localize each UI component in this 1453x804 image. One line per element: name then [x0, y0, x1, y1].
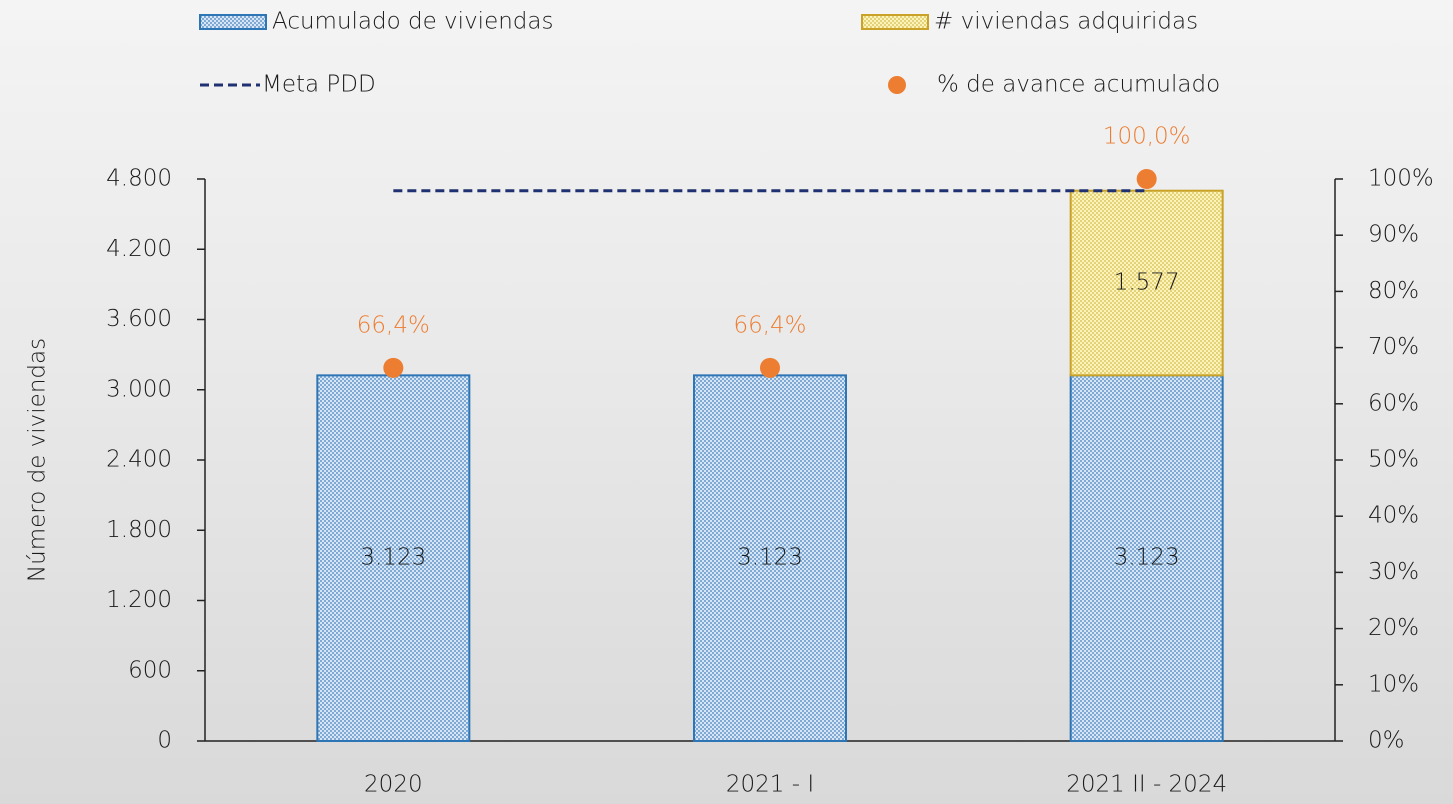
y2-tick-label: 80% [1368, 278, 1419, 304]
y-tick-label: 600 [128, 657, 172, 683]
point [1137, 169, 1157, 189]
legend-label: % de avance acumulado [937, 72, 1220, 98]
value-label: 66,4% [357, 312, 430, 338]
y-tick-label: 4.200 [106, 236, 172, 262]
y2-tick-label: 90% [1368, 222, 1419, 248]
value-label: 1.577 [1114, 270, 1180, 296]
legend-label: # viviendas adquiridas [934, 9, 1198, 35]
x-tick-label: 2020 [364, 772, 423, 798]
y-tick-label: 1.200 [106, 587, 172, 613]
value-label: 3.123 [360, 545, 426, 571]
y-tick-label: 2.400 [106, 447, 172, 473]
y2-tick-label: 30% [1368, 559, 1419, 585]
legend-label: Meta PDD [262, 72, 376, 98]
legend-swatch [862, 15, 928, 29]
point [760, 358, 780, 378]
y-tick-label: 3.000 [106, 376, 172, 402]
point [383, 358, 403, 378]
chart: Número de viviendas 0 600 1.200 1.800 2.400 3… [0, 0, 1453, 804]
y2-tick-label: 60% [1368, 390, 1419, 416]
y2-tick-label: 50% [1368, 447, 1419, 473]
y2-tick-label: 70% [1368, 334, 1419, 360]
legend-label: Acumulado de viviendas [272, 9, 553, 35]
y2-tick-label: 40% [1368, 503, 1419, 529]
value-label: 3.123 [737, 545, 803, 571]
value-label: 66,4% [733, 312, 806, 338]
y-tick-label: 0 [157, 728, 172, 754]
x-tick-label: 2021 II - 2024 [1066, 772, 1227, 798]
y2-tick-label: 100% [1368, 166, 1434, 192]
y-tick-label: 1.800 [106, 517, 172, 543]
legend-swatch [888, 76, 906, 94]
x-tick-label: 2021 - I [726, 772, 814, 798]
y2-tick-label: 0% [1368, 728, 1405, 754]
y-tick-label: 4.800 [106, 166, 172, 192]
value-label: 3.123 [1114, 545, 1180, 571]
value-label: 100,0% [1103, 124, 1191, 150]
legend-swatch [200, 15, 266, 29]
y2-tick-label: 10% [1368, 671, 1419, 697]
y2-tick-label: 20% [1368, 615, 1419, 641]
y-axis-label: Número de viviendas [25, 338, 51, 582]
y-tick-label: 3.600 [106, 306, 172, 332]
